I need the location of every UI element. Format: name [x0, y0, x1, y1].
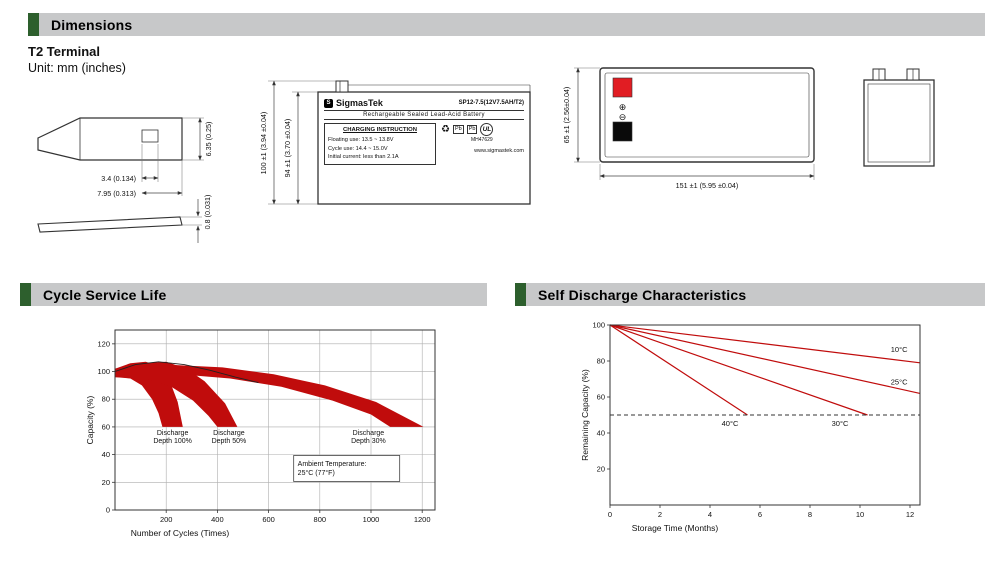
brand-name: SigmasTek	[336, 98, 383, 108]
section-header-dimensions: Dimensions	[28, 13, 985, 36]
model-number: SP12-7.5(12V7.5AH/T2)	[458, 100, 524, 106]
svg-text:200: 200	[160, 515, 173, 524]
svg-text:10: 10	[856, 510, 864, 519]
svg-text:120: 120	[97, 339, 110, 348]
charging-instruction-title: CHARGING INSTRUCTION	[343, 127, 417, 133]
terminal-detail-drawing: 3.4 (0.134) 7.95 (0.313) 6.35 (0.25) 0.8…	[37, 117, 213, 243]
terminal-tab-outline	[37, 117, 183, 161]
svg-text:Depth 50%: Depth 50%	[212, 438, 247, 445]
svg-text:20: 20	[597, 465, 605, 474]
terminal-hole	[141, 129, 159, 143]
unit-note: Unit: mm (inches)	[28, 61, 126, 75]
section-title: Cycle Service Life	[43, 286, 167, 303]
svg-text:Ambient Temperature:: Ambient Temperature:	[298, 461, 367, 468]
section-title: Dimensions	[51, 16, 133, 33]
battery-label: S SigmasTek SP12-7.5(12V7.5AH/T2) Rechar…	[324, 98, 524, 166]
svg-text:Remaining Capacity (%): Remaining Capacity (%)	[580, 369, 590, 461]
pb-icon: Pb	[452, 124, 464, 135]
svg-text:1000: 1000	[363, 515, 380, 524]
svg-text:600: 600	[262, 515, 275, 524]
charging-line-initial: Initial current: less than 2.1A	[328, 154, 399, 161]
dim-tab-thickness-label: 0.8 (0.031)	[203, 195, 212, 230]
ul-file-number: MH47629	[471, 137, 493, 143]
minus-symbol: ⊖	[619, 112, 627, 122]
self-discharge-chart: 0 2 4 6 8 10 12 20 40 60 80 100 Storage Time (Months…	[580, 321, 921, 533]
dim-height-case-label: 94 ±1 (3.70 ±0.04)	[283, 119, 292, 178]
svg-text:40: 40	[597, 429, 605, 438]
plus-symbol: ⊕	[619, 102, 627, 112]
svg-text:40: 40	[102, 450, 110, 459]
svg-text:800: 800	[314, 515, 327, 524]
battery-side-view	[863, 68, 935, 167]
dim-tab-width-label: 3.4 (0.134)	[101, 174, 136, 183]
sigmastek-logo-icon: S	[324, 98, 333, 108]
svg-text:1200: 1200	[414, 515, 431, 524]
dim-tab-height-label: 6.35 (0.25)	[204, 122, 213, 157]
terminal-tab	[335, 80, 349, 93]
section-title: Self Discharge Characteristics	[538, 286, 747, 303]
svg-text:10°C: 10°C	[891, 345, 908, 354]
svg-text:100: 100	[97, 367, 110, 376]
svg-text:2: 2	[658, 510, 662, 519]
svg-text:Number of Cycles (Times): Number of Cycles (Times)	[131, 528, 230, 538]
svg-text:100: 100	[592, 321, 605, 330]
header-accent-square	[515, 283, 526, 306]
svg-text:25°C: 25°C	[891, 377, 908, 386]
header-accent-square	[28, 13, 39, 36]
recycle-icon: ♻	[441, 123, 450, 135]
svg-text:60: 60	[597, 393, 605, 402]
header-accent-square	[20, 283, 31, 306]
svg-text:Depth 100%: Depth 100%	[153, 438, 192, 445]
negative-terminal	[612, 121, 633, 142]
charging-instruction-box: CHARGING INSTRUCTION Floating use: 13.5 …	[324, 123, 436, 166]
ul-icon: UL	[480, 123, 494, 136]
svg-text:60: 60	[102, 422, 110, 431]
svg-text:8: 8	[808, 510, 812, 519]
svg-text:4: 4	[708, 510, 712, 519]
dim-tab-pitch-label: 7.95 (0.313)	[97, 189, 136, 198]
svg-text:Discharge: Discharge	[213, 430, 245, 437]
top-view-outline	[599, 67, 815, 163]
svg-text:30°C: 30°C	[832, 419, 849, 428]
svg-text:Discharge: Discharge	[157, 430, 189, 437]
svg-text:40°C: 40°C	[722, 419, 739, 428]
svg-text:Capacity (%): Capacity (%)	[85, 396, 95, 445]
svg-text:20: 20	[102, 478, 110, 487]
svg-text:6: 6	[758, 510, 762, 519]
terminal-blade-outline	[37, 216, 183, 233]
terminal-type-label: T2 Terminal	[28, 44, 101, 59]
svg-text:12: 12	[906, 510, 914, 519]
cycle-service-life-chart: 200 400 600 800 1000 1200 0 20 40 60 80 100 120 Numbe…	[85, 329, 436, 538]
battery-type-text: Rechargeable Sealed Lead-Acid Battery	[324, 110, 524, 120]
dim-width-label: 65 ±1 (2.56±0.04)	[562, 87, 571, 144]
battery-top-view: ⊕ ⊖ 65 ±1 (2.56±0.04) 151 ±1 (5.95 ±0.04…	[562, 67, 815, 190]
dim-length-label: 151 ±1 (5.95 ±0.04)	[676, 181, 739, 190]
pb-icon: Pb	[466, 124, 478, 135]
svg-text:80: 80	[102, 395, 110, 404]
positive-terminal	[612, 77, 633, 98]
svg-text:400: 400	[211, 515, 224, 524]
section-header-self-discharge: Self Discharge Characteristics	[515, 283, 985, 306]
svg-text:0: 0	[608, 510, 612, 519]
svg-text:0: 0	[106, 506, 110, 515]
section-header-cycle-service-life: Cycle Service Life	[20, 283, 487, 306]
charging-line-cycle: Cycle use: 14.4 ~ 15.0V	[328, 145, 388, 152]
svg-text:Discharge: Discharge	[353, 430, 385, 437]
side-view-outline	[863, 79, 935, 167]
svg-text:80: 80	[597, 357, 605, 366]
website-text: www.sigmastek.com	[474, 148, 524, 154]
svg-text:Storage Time (Months): Storage Time (Months)	[632, 523, 719, 533]
dim-height-outer-label: 100 ±1 (3.94 ±0.04)	[259, 112, 268, 175]
svg-text:Depth 30%: Depth 30%	[351, 438, 386, 445]
label-icons: ♻ Pb Pb UL MH47629 www.sigmastek.com	[441, 123, 524, 165]
svg-text:25°C (77°F): 25°C (77°F)	[298, 469, 335, 477]
charging-line-floating: Floating use: 13.5 ~ 13.8V	[328, 137, 394, 144]
battery-front-view: 100 ±1 (3.94 ±0.04) 94 ±1 (3.70 ±0.04) S…	[252, 68, 552, 268]
